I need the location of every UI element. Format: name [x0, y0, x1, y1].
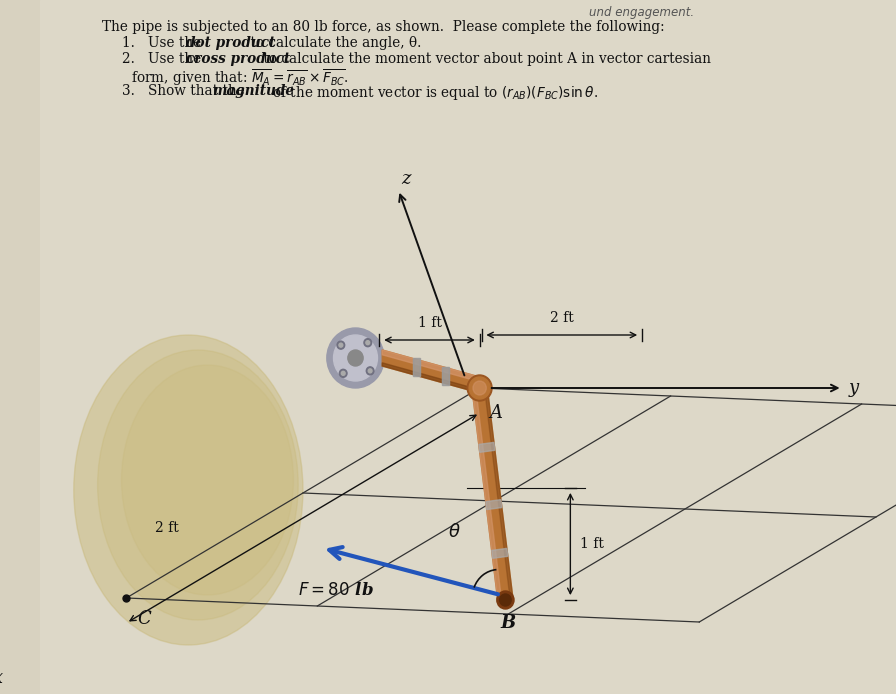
- Polygon shape: [478, 442, 495, 452]
- Ellipse shape: [73, 335, 303, 645]
- Text: B: B: [501, 614, 516, 632]
- Text: und engagement.: und engagement.: [590, 6, 694, 19]
- Polygon shape: [472, 389, 502, 601]
- Circle shape: [327, 328, 384, 388]
- Text: cross product: cross product: [186, 52, 290, 66]
- Circle shape: [337, 341, 345, 349]
- Text: The pipe is subjected to an 80 lb force, as shown.  Please complete the followin: The pipe is subjected to an 80 lb force,…: [102, 20, 665, 34]
- Text: $F = 80$ lb: $F = 80$ lb: [298, 582, 375, 599]
- Text: 2 ft: 2 ft: [155, 521, 178, 535]
- Text: A: A: [489, 404, 502, 422]
- Text: 1.   Use the: 1. Use the: [122, 36, 205, 50]
- Text: form, given that: $\overline{M_A} = \overline{r_{AB}} \times \overline{F_{BC}}$.: form, given that: $\overline{M_A} = \ove…: [131, 68, 349, 88]
- Circle shape: [368, 369, 372, 373]
- Text: C: C: [138, 610, 151, 628]
- Circle shape: [500, 594, 511, 606]
- Text: dot product: dot product: [186, 36, 276, 50]
- Ellipse shape: [98, 350, 298, 620]
- Circle shape: [340, 369, 347, 378]
- Polygon shape: [383, 363, 479, 393]
- Bar: [442, 366, 450, 384]
- Bar: [412, 358, 420, 376]
- Polygon shape: [485, 387, 513, 600]
- Circle shape: [339, 343, 343, 347]
- Text: 3.   Show that the: 3. Show that the: [122, 84, 249, 98]
- Ellipse shape: [122, 365, 293, 595]
- Circle shape: [366, 367, 374, 375]
- Circle shape: [333, 335, 377, 381]
- Text: $\theta$: $\theta$: [448, 523, 461, 541]
- Text: to calculate the moment vector about point A in vector cartesian: to calculate the moment vector about poi…: [259, 52, 711, 66]
- Bar: [442, 366, 450, 384]
- Circle shape: [348, 350, 363, 366]
- Circle shape: [366, 341, 370, 345]
- Text: y: y: [849, 379, 858, 397]
- Text: magnitude: magnitude: [212, 84, 294, 98]
- Circle shape: [473, 381, 487, 395]
- Text: x: x: [0, 669, 3, 687]
- Text: of the moment vector is equal to $(r_{AB})(F_{BC})\sin\theta$.: of the moment vector is equal to $(r_{AB…: [268, 84, 598, 102]
- Polygon shape: [492, 548, 508, 559]
- Polygon shape: [472, 387, 513, 601]
- Text: 1 ft: 1 ft: [418, 316, 442, 330]
- Circle shape: [341, 371, 345, 375]
- Text: 1 ft: 1 ft: [580, 537, 604, 551]
- Circle shape: [467, 375, 492, 401]
- Text: 2 ft: 2 ft: [550, 311, 573, 325]
- Circle shape: [470, 377, 490, 399]
- Text: z: z: [401, 170, 411, 188]
- Polygon shape: [486, 500, 502, 509]
- Text: to calculate the angle, θ.: to calculate the angle, θ.: [246, 36, 421, 50]
- Polygon shape: [383, 350, 479, 393]
- Text: 2.   Use the: 2. Use the: [122, 52, 205, 66]
- Circle shape: [496, 591, 514, 609]
- Polygon shape: [383, 350, 479, 382]
- Circle shape: [364, 339, 372, 347]
- Bar: [412, 358, 420, 376]
